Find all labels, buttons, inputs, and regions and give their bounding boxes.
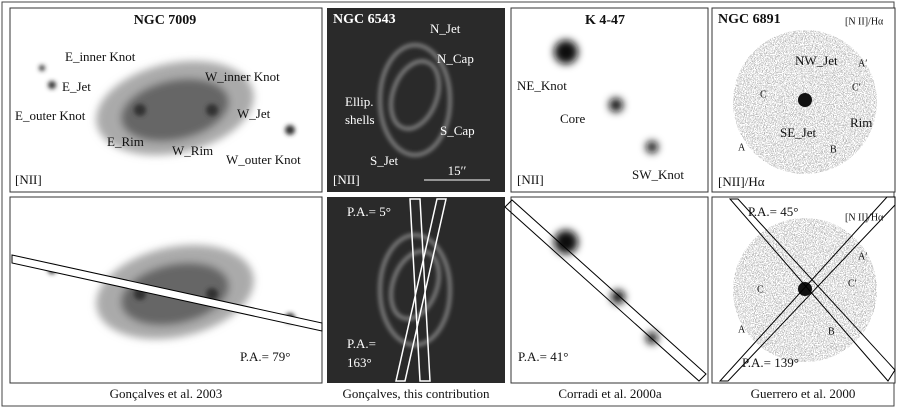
slit-label: 163° [347,355,372,370]
label: N_Jet [430,21,461,36]
slit-label: P.A.= 139° [742,355,799,370]
panel-title: NGC 6891 [718,12,781,27]
label: S_Jet [370,153,399,168]
filter-label: [NII] [517,172,544,187]
label: SW_Knot [632,167,684,182]
label: A [738,142,746,153]
panel-title: NGC 7009 [134,13,197,28]
label: Rim [850,115,872,130]
panel-k447-bottom: P.A.= 41° [505,197,708,383]
filter-label: [NII] [333,172,360,187]
label: B [830,144,837,155]
label: B [828,326,835,337]
slit-label: P.A.= 5° [347,204,391,219]
label: shells [345,112,375,127]
caption: Gonçalves et al. 2003 [110,386,223,401]
panel-ngc7009-top: NGC 7009 E_inner Knot W_inner Knot E_Jet… [10,8,322,192]
label: W_inner Knot [205,69,280,84]
caption: Gonçalves, this contribution [343,386,490,401]
filter-label: [NII] [15,172,42,187]
filter-label: [NII]/Hα [718,174,765,189]
label: Ellip. [345,94,374,109]
label: NW_Jet [795,53,838,68]
figure: NGC 7009 E_inner Knot W_inner Knot E_Jet… [0,0,897,410]
label: A′ [858,251,867,262]
caption: Corradi et al. 2000a [558,386,661,401]
label: Core [560,111,586,126]
label: W_outer Knot [226,152,301,167]
scale-label: 15′′ [448,163,467,178]
panel-ngc6891-top: NGC 6891 [N II]/Hα NW_Jet A′ C′ C SE_Jet… [712,8,895,192]
label: A [738,324,746,335]
label: A′ [858,58,867,69]
label: C [757,284,764,295]
panel-title: NGC 6543 [333,12,396,27]
slit-label: P.A.= 41° [518,349,568,364]
label: S_Cap [440,123,475,138]
label: [N II]/Hα [845,212,884,223]
panel-ngc6543-top: NGC 6543 N_Jet N_Cap Ellip. shells S_Cap… [327,8,505,192]
label: NE_Knot [517,78,567,93]
slit-label: P.A.= [347,336,376,351]
label: C [760,89,767,100]
label: N_Cap [437,51,474,66]
label: E_outer Knot [15,108,86,123]
label: [N II]/Hα [845,16,884,27]
panel-ngc7009-bottom: P.A.= 79° [10,197,322,383]
label: C′ [848,278,857,289]
panel-ngc6891-bottom: P.A.= 45° [N II]/Hα A′ C′ C A B P.A.= 13… [712,197,895,383]
caption: Guerrero et al. 2000 [751,386,856,401]
label: C′ [852,82,861,93]
panel-ngc6543-bottom: P.A.= 5° P.A.= 163° [327,197,505,383]
panel-title: K 4-47 [585,13,625,28]
label: E_inner Knot [65,49,136,64]
label: W_Rim [172,143,213,158]
panel-k447-top: K 4-47 NE_Knot Core SW_Knot [NII] [511,8,708,192]
slit-label: P.A.= 45° [748,204,798,219]
label: W_Jet [237,106,271,121]
label: E_Jet [62,79,91,94]
slit-label: P.A.= 79° [240,349,290,364]
label: SE_Jet [780,125,817,140]
label: E_Rim [107,134,144,149]
